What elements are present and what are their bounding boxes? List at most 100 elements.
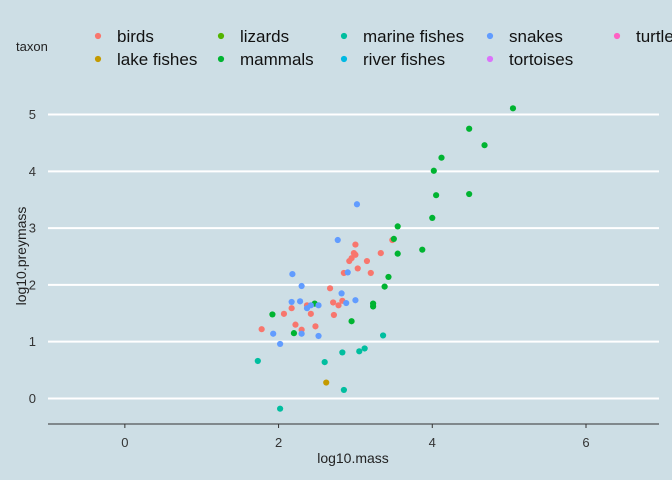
data-point (312, 323, 319, 330)
data-point (269, 311, 276, 318)
data-point (326, 285, 334, 292)
legend-label: tortoises (509, 50, 573, 69)
data-point (352, 297, 359, 304)
legend-swatch (340, 32, 348, 40)
x-tick-label: 6 (582, 435, 589, 450)
legend-item: lizards (217, 27, 289, 46)
data-point (334, 236, 341, 244)
legend-swatch (613, 32, 621, 40)
data-point (509, 105, 517, 112)
x-tick-label: 0 (121, 435, 128, 450)
data-point (321, 359, 328, 366)
legend-label: turtles (636, 27, 672, 46)
legend-label: river fishes (363, 50, 445, 69)
data-point (343, 299, 350, 307)
data-point (361, 345, 368, 352)
data-point (307, 310, 314, 317)
data-point (280, 310, 288, 317)
legend-swatch (94, 32, 102, 40)
legend-label: lizards (240, 27, 289, 46)
data-point (315, 302, 322, 309)
data-point (330, 299, 337, 306)
data-point (481, 142, 488, 149)
data-point (385, 273, 392, 281)
legend-item: snakes (486, 27, 563, 46)
legend-label: lake fishes (117, 50, 197, 69)
data-point (381, 283, 388, 290)
data-point (344, 269, 351, 276)
y-axis-title: log10.preymass (13, 207, 29, 306)
y-tick-label: 1 (29, 334, 36, 349)
data-point (419, 246, 426, 253)
data-point (298, 330, 305, 337)
legend-label: mammals (240, 50, 314, 69)
x-tick-label: 2 (275, 435, 282, 450)
data-point (298, 282, 305, 290)
legend-item: mammals (217, 50, 314, 69)
y-tick-label: 2 (29, 277, 36, 292)
data-point (394, 223, 401, 230)
series-lake-fishes (323, 379, 330, 386)
legend-item: tortoises (486, 50, 573, 69)
data-point (254, 357, 261, 365)
data-point (363, 257, 371, 265)
legend-swatch (217, 55, 225, 63)
data-point (292, 321, 299, 328)
data-point (438, 154, 445, 161)
data-point (270, 330, 277, 337)
data-point (315, 332, 322, 340)
data-point (353, 201, 361, 208)
data-point (466, 190, 473, 198)
data-point (348, 318, 355, 325)
data-point (356, 348, 363, 355)
legend-swatch (217, 32, 225, 40)
data-point (296, 298, 304, 305)
data-point (377, 249, 384, 257)
legend-item: river fishes (340, 50, 445, 69)
series-snakes (270, 201, 361, 348)
y-tick-label: 3 (29, 221, 36, 236)
data-point (367, 269, 374, 277)
data-point (338, 290, 345, 297)
data-point (289, 271, 296, 278)
data-point (354, 265, 361, 272)
axis-layer: 0 1 2 3 4 5 0 2 4 6 (29, 107, 659, 450)
grid-layer (48, 113, 659, 400)
data-point (277, 405, 284, 412)
data-point (369, 300, 377, 307)
y-tick-label: 5 (29, 107, 36, 122)
legend-item: turtles (613, 27, 672, 46)
data-point (335, 302, 342, 309)
legend-swatch (486, 32, 494, 40)
legend-item: marine fishes (340, 27, 464, 46)
data-point (352, 241, 359, 248)
y-tick-label: 4 (29, 164, 36, 179)
data-point (394, 250, 401, 257)
data-point (430, 167, 437, 174)
legend-item: lake fishes (94, 50, 197, 69)
y-tick-label: 0 (29, 391, 36, 406)
legend-swatch (340, 55, 348, 63)
data-point (258, 326, 265, 333)
legend-swatch (94, 55, 102, 63)
data-point (352, 251, 359, 258)
series-marine-fishes (254, 332, 387, 412)
legend-label: marine fishes (363, 27, 464, 46)
legend-label: birds (117, 27, 154, 46)
data-point (429, 214, 436, 221)
legend-item: birds (94, 27, 154, 46)
data-point (433, 192, 440, 199)
data-point (330, 311, 338, 319)
data-point (323, 379, 330, 386)
data-point (339, 349, 346, 356)
data-point (466, 125, 473, 132)
data-point (390, 235, 397, 242)
legend-label: snakes (509, 27, 563, 46)
data-point (340, 386, 347, 394)
point-layer (254, 105, 517, 412)
data-point (288, 298, 295, 306)
data-point (277, 340, 284, 348)
legend: taxon birds lake fishes lizards mammals marin… (16, 27, 672, 69)
